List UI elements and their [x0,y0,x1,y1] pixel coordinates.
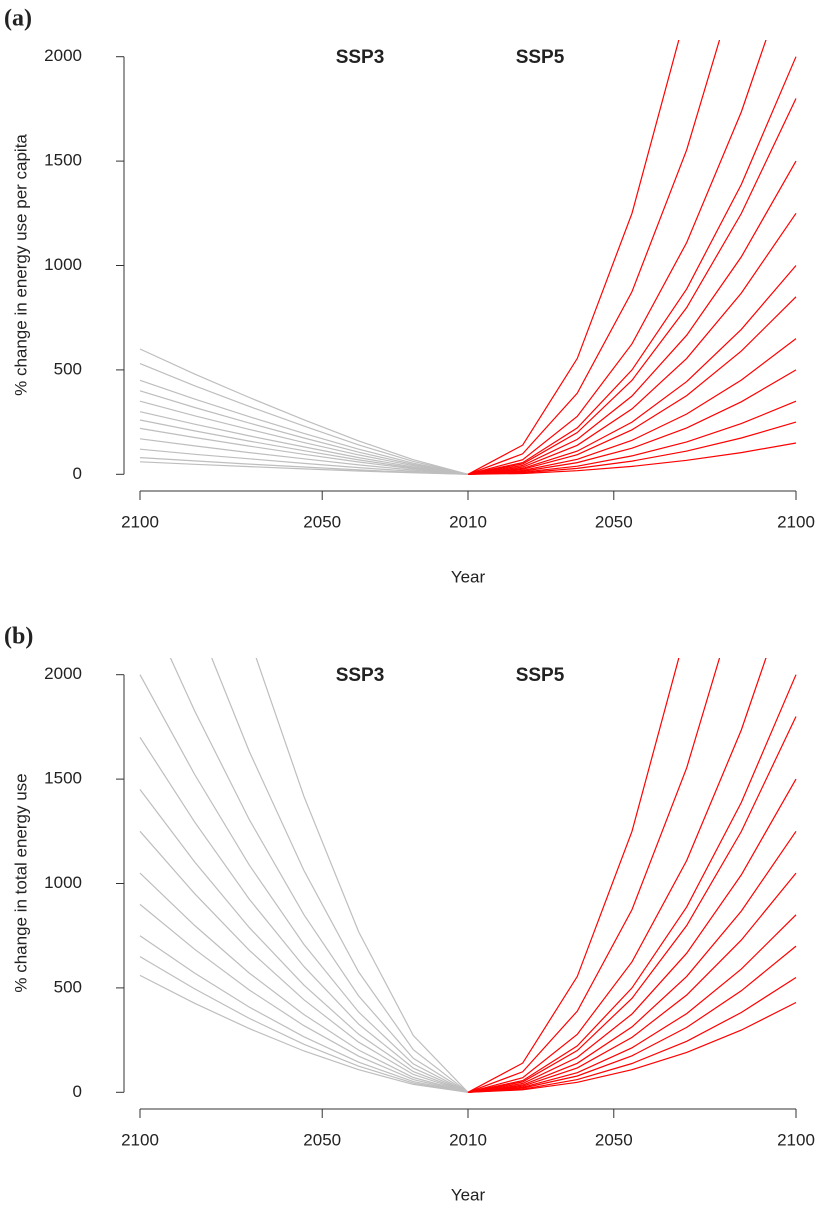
series-line [139,348,469,475]
series-line [467,212,797,475]
x-tick-label: 2100 [121,512,159,531]
panel-label: (a) [4,6,32,32]
x-tick-label: 2100 [121,1130,159,1149]
x-tick-label: 2010 [449,1130,487,1149]
series-line [467,830,797,1093]
series-line [467,778,797,1093]
scenario-label: SSP3 [336,47,385,68]
y-tick-label: 2000 [44,46,82,65]
x-tick-label: 2100 [777,1130,815,1149]
y-tick-label: 1000 [44,873,82,892]
series-line [139,400,469,475]
x-tick-label: 2050 [595,1130,633,1149]
series-line [467,296,797,475]
series-line [467,442,797,475]
series-line [139,903,469,1093]
panel-label: (b) [4,624,33,650]
series-line [255,658,469,1093]
y-tick-label: 500 [54,977,82,996]
x-axis-label: Year [451,567,486,586]
series-line [139,674,469,1093]
y-tick-label: 1500 [44,151,82,170]
series-line [467,658,721,1093]
series-line [139,830,469,1093]
series-line [139,363,469,475]
y-tick-label: 2000 [44,664,82,683]
series-line [139,789,469,1093]
series-line [139,411,469,475]
series-line [467,56,797,475]
plot-area [139,658,797,1093]
series-line [139,448,469,475]
series-line [467,40,721,475]
series-line [467,945,797,1093]
series-line [467,914,797,1093]
x-tick-label: 2100 [777,512,815,531]
series-line [139,736,469,1093]
series-line [139,390,469,475]
series-line [139,935,469,1093]
x-tick-label: 2050 [303,512,341,531]
series-line [467,40,767,475]
x-tick-label: 2050 [303,1130,341,1149]
series-line [467,400,797,475]
series-line [467,872,797,1093]
series-line [211,658,469,1093]
y-tick-label: 0 [73,1082,82,1101]
scenario-label: SSP5 [516,665,565,686]
x-tick-label: 2010 [449,512,487,531]
series-line [169,658,469,1093]
series-line [467,658,680,1093]
series-line [467,98,797,475]
series-line [139,427,469,475]
series-line [139,974,469,1093]
y-tick-label: 1000 [44,255,82,274]
series-line [467,160,797,475]
series-line [139,419,469,475]
scenario-label: SSP3 [336,665,385,686]
series-line [139,956,469,1093]
y-axis-label: % change in total energy use [11,773,30,992]
x-axis-label: Year [451,1185,486,1204]
series-line [467,265,797,475]
series-line [139,379,469,475]
series-line [139,438,469,475]
series-line [467,976,797,1093]
y-tick-label: 1500 [44,769,82,788]
plot-area [139,40,797,475]
series-line [467,40,680,475]
series-line [139,872,469,1093]
series-line [467,369,797,475]
y-tick-label: 500 [54,359,82,378]
y-axis-label: % change in energy use per capita [11,134,30,396]
series-line [467,658,767,1093]
series-line [467,674,797,1093]
series-line [467,716,797,1093]
series-line [139,457,469,475]
series-line [467,338,797,475]
scenario-label: SSP5 [516,47,565,68]
y-tick-label: 0 [73,464,82,483]
x-tick-label: 2050 [595,512,633,531]
